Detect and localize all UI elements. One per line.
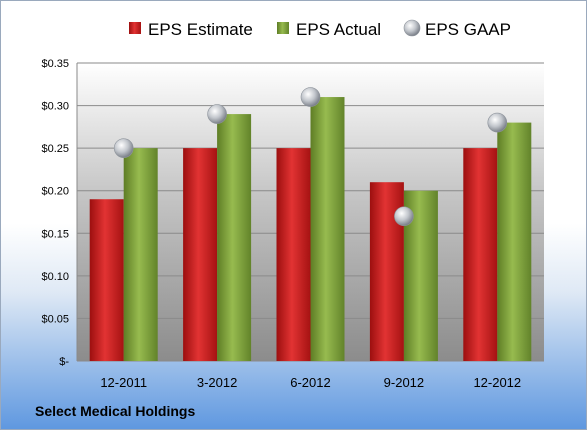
y-tick-label: $0.05: [41, 313, 69, 325]
x-tick-label: 12-2011: [100, 375, 147, 390]
x-tick-label: 6-2012: [290, 375, 330, 390]
y-tick-label: $0.25: [41, 143, 69, 155]
x-tick-label: 3-2012: [197, 375, 237, 390]
bar-eps-actual: [123, 148, 158, 361]
x-tick-label: 12-2012: [473, 375, 521, 390]
point-eps-gaap: [487, 112, 508, 133]
x-tick-label: 9-2012: [384, 375, 424, 390]
bar-eps-actual: [217, 114, 252, 361]
y-tick-label: $0.20: [41, 186, 69, 198]
y-tick-label: $0.10: [41, 271, 69, 283]
bar-eps-estimate: [89, 199, 124, 361]
bar-eps-actual: [310, 97, 345, 362]
y-tick-label: $-: [59, 356, 69, 368]
y-tick-label: $0.30: [41, 101, 69, 113]
legend-swatch: [277, 22, 289, 34]
bar-eps-actual: [497, 122, 532, 361]
legend-label: EPS Actual: [296, 20, 381, 39]
bar-eps-estimate: [463, 148, 498, 361]
bar-eps-estimate: [276, 148, 311, 361]
y-tick-label: $0.35: [41, 58, 69, 70]
point-eps-gaap: [394, 206, 414, 227]
legend-label: EPS GAAP: [425, 20, 511, 39]
legend-label: EPS Estimate: [148, 20, 253, 39]
point-eps-gaap: [113, 138, 134, 158]
point-eps-gaap: [300, 87, 321, 107]
y-tick-label: $0.15: [41, 228, 69, 240]
company-name: Select Medical Holdings: [35, 403, 196, 419]
point-eps-gaap: [207, 104, 227, 124]
bar-eps-estimate: [183, 148, 218, 361]
legend-swatch: [403, 19, 421, 37]
legend-swatch: [129, 22, 141, 34]
